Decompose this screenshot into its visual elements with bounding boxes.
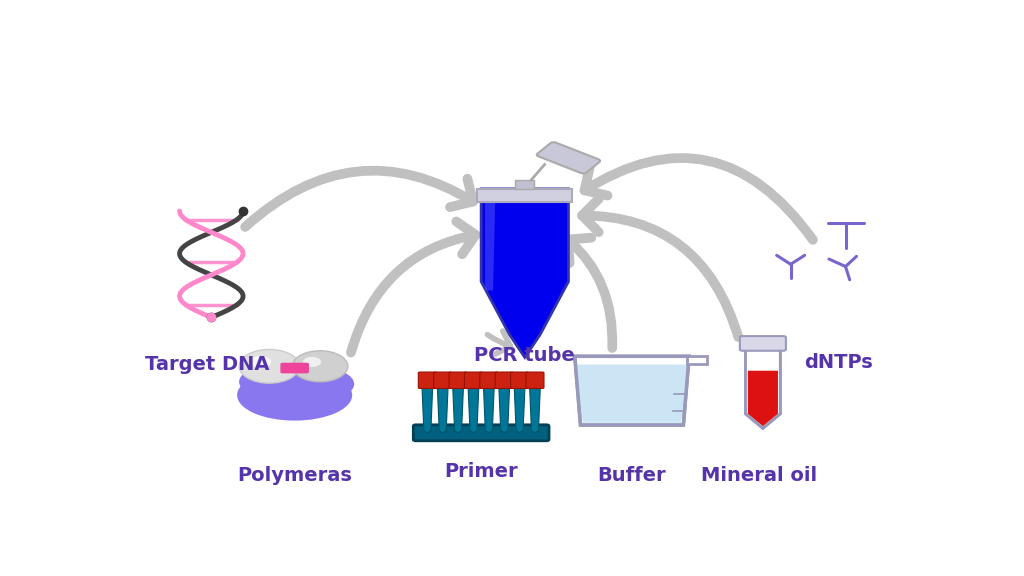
Text: dNTPs: dNTPs — [804, 353, 872, 372]
Polygon shape — [437, 375, 449, 433]
Polygon shape — [529, 375, 541, 433]
Text: Polymeras: Polymeras — [238, 466, 352, 485]
Polygon shape — [575, 365, 688, 423]
Ellipse shape — [239, 364, 318, 400]
Ellipse shape — [238, 370, 352, 420]
Polygon shape — [485, 194, 496, 290]
Polygon shape — [687, 357, 707, 364]
Text: PCR tube: PCR tube — [474, 346, 575, 365]
Polygon shape — [468, 375, 479, 433]
FancyBboxPatch shape — [419, 372, 436, 388]
Polygon shape — [481, 189, 568, 358]
FancyBboxPatch shape — [465, 372, 482, 388]
FancyBboxPatch shape — [740, 336, 785, 351]
FancyBboxPatch shape — [537, 142, 600, 173]
FancyBboxPatch shape — [480, 372, 498, 388]
Bar — [515, 180, 535, 189]
FancyBboxPatch shape — [450, 372, 467, 388]
FancyBboxPatch shape — [511, 372, 528, 388]
Polygon shape — [574, 357, 689, 425]
Polygon shape — [483, 375, 495, 433]
Bar — [483, 191, 566, 201]
Polygon shape — [453, 375, 464, 433]
FancyBboxPatch shape — [496, 372, 513, 388]
Text: Primer: Primer — [444, 461, 518, 480]
FancyBboxPatch shape — [414, 425, 549, 441]
Circle shape — [240, 350, 299, 383]
Text: Mineral oil: Mineral oil — [700, 466, 817, 485]
FancyBboxPatch shape — [281, 363, 309, 373]
Text: Buffer: Buffer — [598, 466, 667, 485]
Polygon shape — [514, 375, 525, 433]
Ellipse shape — [283, 367, 354, 401]
Polygon shape — [748, 371, 778, 426]
Text: Target DNA: Target DNA — [145, 355, 269, 374]
Bar — [477, 189, 572, 202]
Circle shape — [303, 357, 322, 367]
FancyBboxPatch shape — [526, 372, 544, 388]
Circle shape — [292, 351, 348, 382]
Polygon shape — [499, 375, 510, 433]
Polygon shape — [745, 340, 780, 429]
Polygon shape — [422, 375, 433, 433]
FancyBboxPatch shape — [434, 372, 452, 388]
Circle shape — [250, 356, 271, 367]
